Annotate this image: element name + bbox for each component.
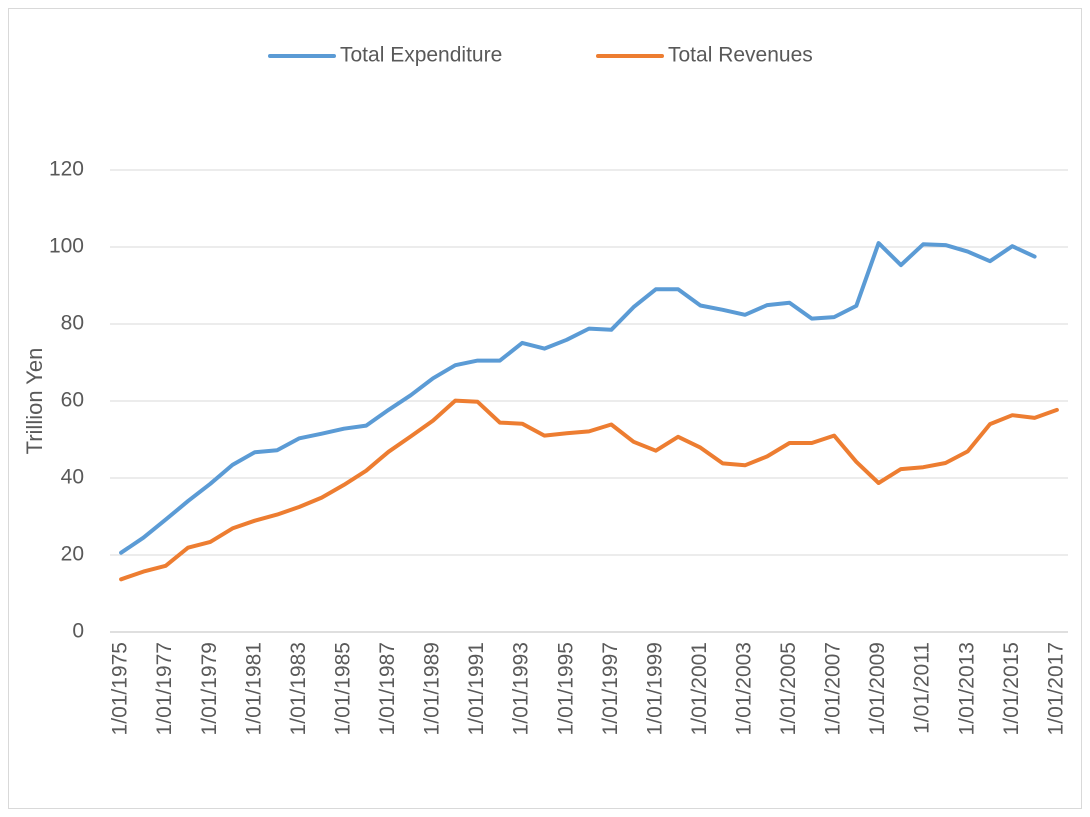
y-tick-label: 0: [72, 620, 84, 643]
x-tick-label: 1/01/2009: [866, 642, 889, 735]
x-tick-label: 1/01/1993: [510, 642, 533, 735]
x-tick-label: 1/01/2007: [822, 642, 845, 735]
x-tick-label: 1/01/2013: [955, 642, 978, 735]
y-tick-label: 20: [61, 543, 84, 566]
x-tick-label: 1/01/2015: [1000, 642, 1023, 735]
x-tick-label: 1/01/1979: [198, 642, 221, 735]
x-tick-label: 1/01/2001: [688, 642, 711, 735]
x-tick-label: 1/01/1987: [376, 642, 399, 735]
x-tick-label: 1/01/2003: [733, 642, 756, 735]
y-axis-title: Trillion Yen: [22, 348, 47, 455]
x-tick-label: 1/01/1995: [554, 642, 577, 735]
x-tick-label: 1/01/1999: [643, 642, 666, 735]
x-tick-label: 1/01/1991: [465, 642, 488, 735]
x-tick-label: 1/01/1989: [421, 642, 444, 735]
x-tick-label: 1/01/2005: [777, 642, 800, 735]
x-tick-label: 1/01/1977: [153, 642, 176, 735]
x-tick-label: 1/01/1975: [109, 642, 132, 735]
legend-label: Total Expenditure: [340, 44, 502, 67]
x-tick-label: 1/01/1985: [331, 642, 354, 735]
y-tick-label: 40: [61, 466, 84, 489]
y-tick-label: 120: [49, 158, 84, 181]
x-tick-label: 1/01/2011: [911, 642, 934, 734]
data-line: [119, 398, 1059, 582]
data-line: [119, 241, 1037, 555]
y-tick-label: 100: [49, 235, 84, 258]
x-tick-label: 1/01/2017: [1044, 642, 1067, 735]
chart-frame: [8, 8, 1082, 809]
y-tick-label: 60: [61, 389, 84, 412]
x-tick-label: 1/01/1997: [599, 642, 622, 735]
y-tick-label: 80: [61, 312, 84, 335]
legend-label: Total Revenues: [668, 44, 813, 67]
x-tick-label: 1/01/1983: [287, 642, 310, 735]
x-tick-label: 1/01/1981: [242, 642, 265, 735]
